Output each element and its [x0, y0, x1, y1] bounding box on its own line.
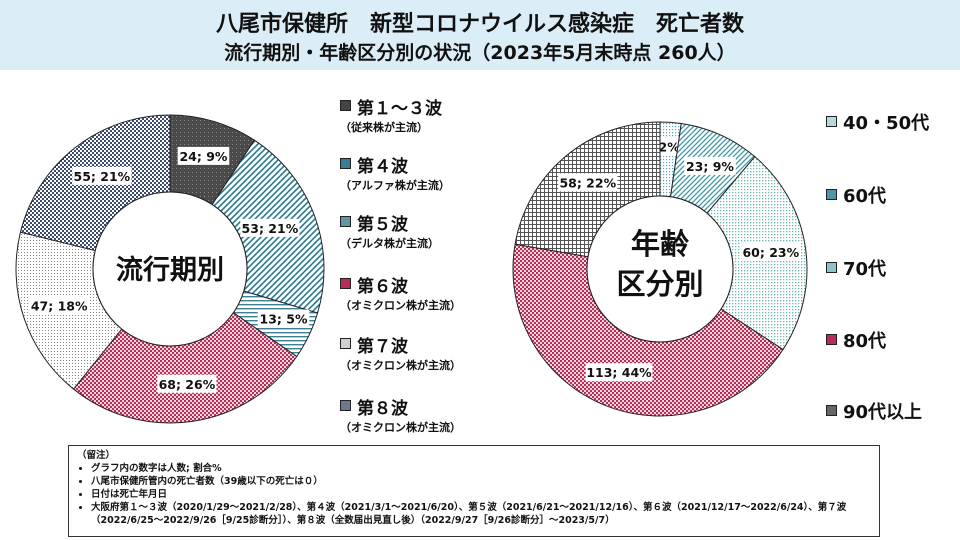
data-label: 13; 5% [260, 312, 308, 327]
legend-label: 40・50代 [843, 113, 930, 134]
data-label: 60; 23% [742, 245, 799, 260]
data-label-bg [72, 166, 132, 185]
legend-sub-label: （デルタ株が主流） [340, 237, 439, 250]
data-label: 68; 26% [159, 377, 216, 392]
wave-chart-center-label: 流行期別 [116, 254, 224, 286]
data-label: 53; 21% [242, 221, 299, 236]
age-chart-center-label-line1: 年齢 [631, 227, 690, 261]
legend-label: 第５波 [357, 215, 408, 235]
donut-hole [586, 195, 734, 343]
data-label-bg [157, 374, 217, 393]
note-item: 日付は死亡年月日 [91, 488, 871, 501]
legend-label: 60代 [843, 186, 887, 207]
data-label: 58; 22% [559, 175, 616, 190]
notes-box: （留注） グラフ内の数字は人数; 割合% 八尾市保健所管内の死亡者数（39歳以下… [68, 445, 880, 537]
legend-label: 80代 [843, 331, 887, 352]
note-item: グラフ内の数字は人数; 割合% [91, 462, 871, 475]
legend-swatch [826, 405, 837, 416]
note-item: 八尾市保健所管内の死亡者数（39歳以下の死亡は０） [91, 475, 871, 488]
page-subtitle: 流行期別・年齢区分別の状況（2023年5月末時点 260人） [224, 42, 736, 64]
data-label: 55; 21% [74, 169, 131, 184]
legend-swatch [826, 262, 837, 273]
data-label-bg [741, 242, 801, 261]
data-label: 23; 9% [686, 159, 734, 174]
legend-swatch [340, 338, 351, 349]
legend-swatch [826, 189, 837, 200]
data-label-bg [585, 363, 653, 382]
data-label: 47; 18% [31, 298, 88, 313]
wave-donut-chart: 24; 9% 53; 21% 13; 5% 68; 26% 47; 18% 55; 21% [15, 114, 325, 424]
legend-sub-label: （アルファ株が主流） [340, 179, 450, 192]
age-chart-center-label-line2: 区分別 [616, 267, 703, 301]
legend-swatch [340, 216, 351, 227]
page-title: 八尾市保健所 新型コロナウイルス感染症 死亡者数 [215, 12, 744, 37]
notes-list: グラフ内の数字は人数; 割合% 八尾市保健所管内の死亡者数（39歳以下の死亡は０… [77, 462, 871, 527]
data-label: 113; 44% [586, 365, 652, 380]
data-label-bg [177, 146, 230, 165]
data-label-bg [257, 309, 310, 328]
donut-hole [92, 191, 248, 347]
data-label-bg [558, 173, 618, 192]
legend-swatch [340, 100, 351, 111]
legend-sub-label: （従来株が主流） [340, 121, 428, 134]
title-banner: 八尾市保健所 新型コロナウイルス感染症 死亡者数 流行期別・年齢区分別の状況（2… [0, 0, 960, 70]
legend-label: 第７波 [357, 337, 408, 357]
data-label: 24; 9% [179, 149, 227, 164]
note-item: 大阪府第１～３波（2020/1/29～2021/2/28）、第４波（2021/3… [91, 501, 871, 527]
legend-swatch [826, 334, 837, 345]
notes-heading: （留注） [77, 450, 116, 461]
data-label-bg [684, 156, 736, 175]
legend-swatch [826, 116, 837, 127]
legend-label: 第６波 [357, 277, 408, 297]
legend-label: 第１～３波 [357, 99, 442, 119]
legend-label: 90代以上 [843, 402, 923, 423]
legend-label: 第８波 [357, 399, 408, 419]
legend-swatch [340, 400, 351, 411]
legend-swatch [340, 278, 351, 289]
legend-swatch [340, 158, 351, 169]
data-label-bg [29, 296, 89, 315]
legend-label: 第４波 [357, 157, 408, 177]
legend-sub-label: （オミクロン株が主流） [340, 299, 461, 312]
legend-label: 70代 [843, 259, 887, 280]
data-label-bg [240, 218, 300, 237]
legend-sub-label: （オミクロン株が主流） [340, 359, 461, 372]
legend-sub-label: （オミクロン株が主流） [340, 421, 461, 434]
age-donut-chart: 6; 2%23; 9%60; 23%113; 44%58; 22% [512, 121, 808, 417]
